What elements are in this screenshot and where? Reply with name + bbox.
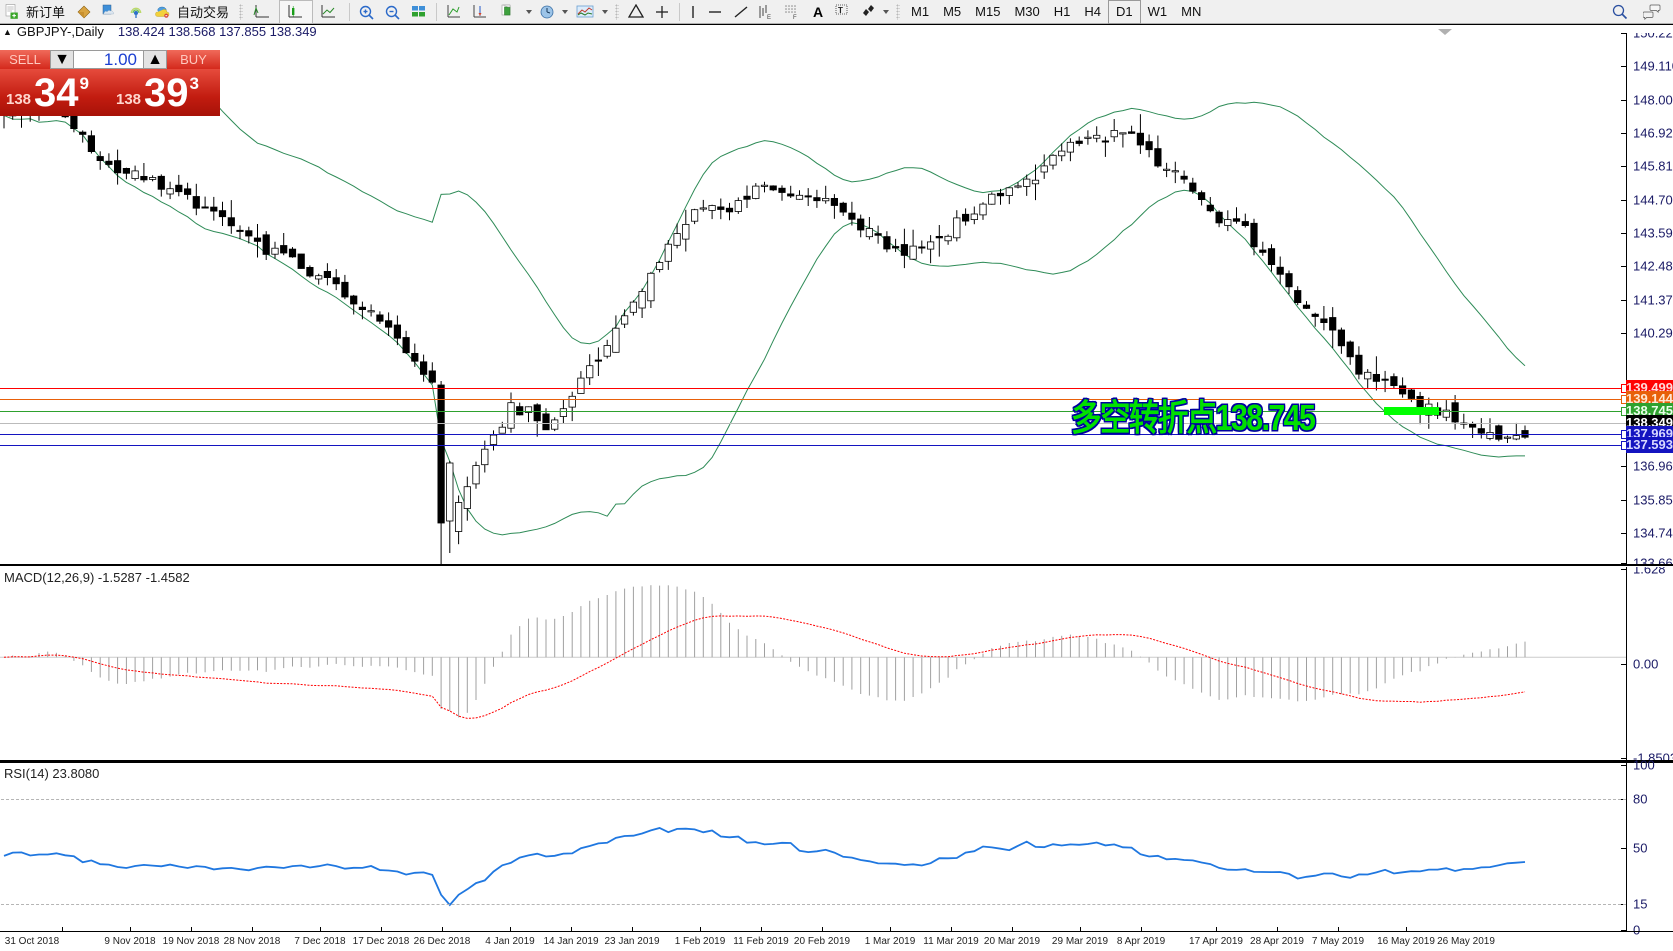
svg-text:E: E [767,15,771,20]
svg-text:T: T [838,6,843,15]
svg-text:F: F [793,15,797,20]
